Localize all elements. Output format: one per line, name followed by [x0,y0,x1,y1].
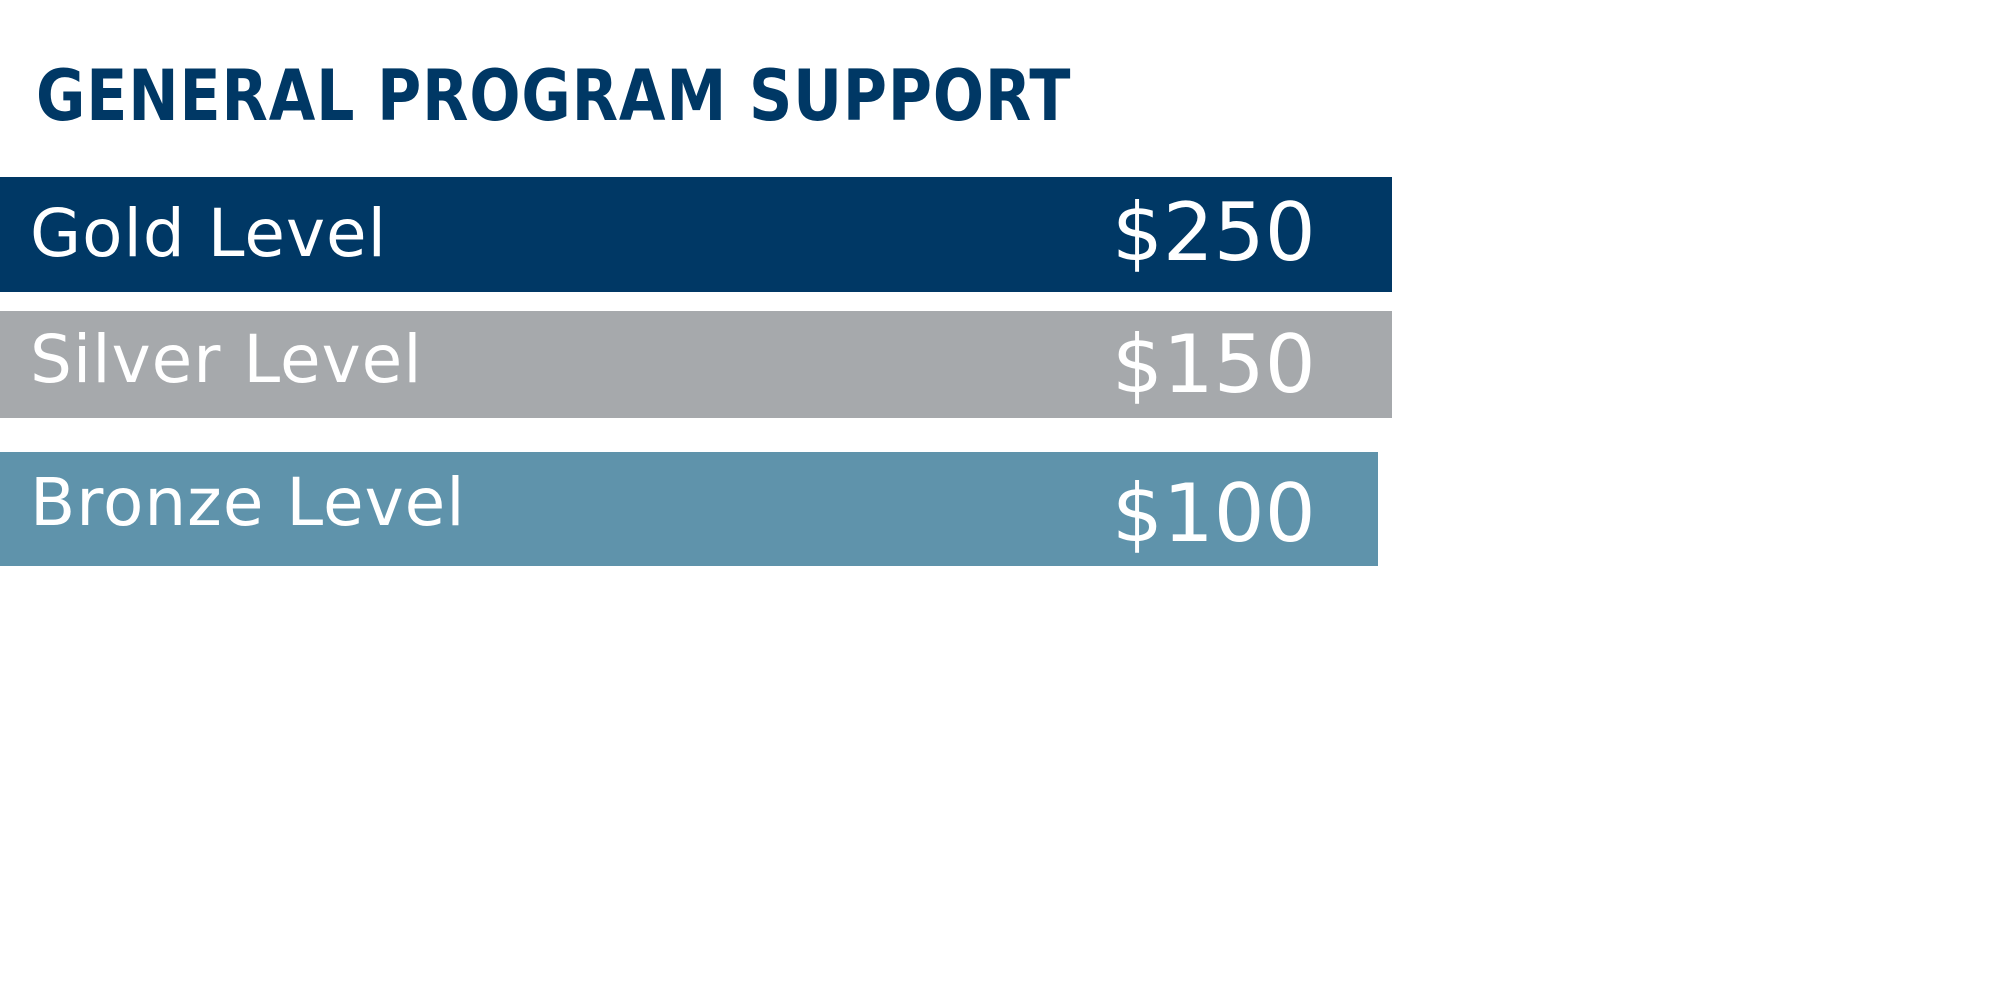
gold-level-price: $250 [1112,186,1316,279]
bronze-level-row: Bronze Level $100 [0,452,1378,566]
bronze-level-name: Bronze Level [30,464,466,541]
silver-level-row: Silver Level $150 [0,311,1392,418]
silver-level-price: $150 [1112,318,1316,411]
bronze-level-price: $100 [1112,467,1316,560]
gold-level-row: Gold Level $250 [0,177,1392,292]
gold-level-name: Gold Level [30,195,387,272]
silver-level-name: Silver Level [30,321,423,398]
page-title: GENERAL PROGRAM SUPPORT [36,55,1072,137]
